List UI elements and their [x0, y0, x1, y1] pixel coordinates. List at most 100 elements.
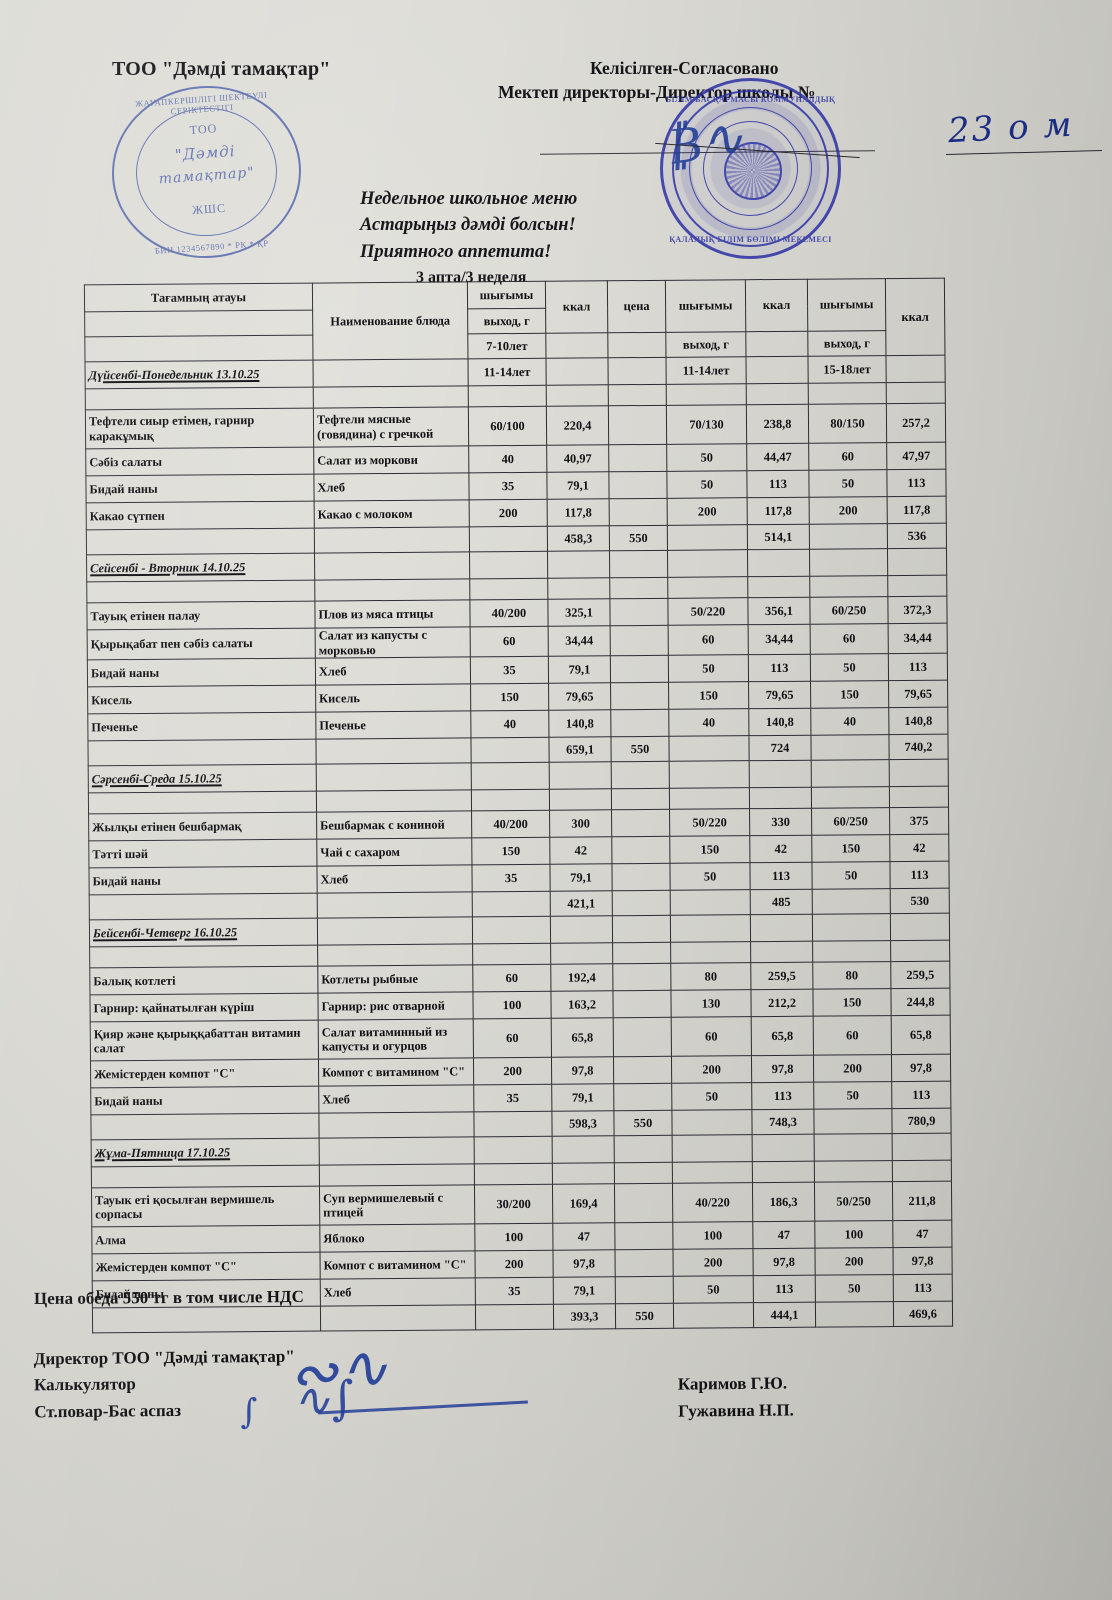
dish-yield-15-18: 80/150: [808, 403, 887, 444]
spacer-cell: [889, 786, 949, 808]
dish-yield-7-10: 100: [472, 991, 552, 1020]
total-yield-15-18: [812, 888, 891, 915]
dish-yield-11-14: 150: [668, 681, 749, 710]
dish-kcal-7-10: 40,97: [546, 444, 609, 473]
dish-kcal-7-10: 34,44: [548, 625, 611, 657]
dish-yield-7-10: 40: [468, 445, 547, 473]
role-director: Директор ТОО "Дәмді тамақтар": [33, 1346, 295, 1369]
spacer-cell: [550, 943, 613, 965]
day-label: Дүйсенбі-Понедельник 13.10.25: [85, 360, 314, 389]
dish-name-ru: Хлеб: [318, 1085, 474, 1114]
dish-name-kk: Жылқы етінен бешбармақ: [88, 812, 317, 842]
dish-yield-7-10: 100: [474, 1223, 553, 1252]
dish-kcal-11-14: 238,8: [746, 404, 809, 444]
day-kcal-2: [745, 356, 809, 384]
menu-table-wrapper: Тағамның атауы Наименование блюда шығымы кк…: [84, 278, 953, 1334]
day-kcal-2: [747, 549, 810, 577]
dish-name-ru: Хлеб: [316, 865, 473, 894]
dish-yield-15-18: 60/250: [809, 596, 889, 625]
dish-name-kk: Қияр және қырыққабаттан витамин салат: [90, 1020, 319, 1062]
spacer-cell: [886, 382, 946, 404]
total-kcal-7-10: 393,3: [553, 1304, 616, 1330]
spacer-cell: [91, 1165, 320, 1189]
dish-yield-11-14: 60: [668, 624, 749, 656]
dish-kcal-11-14: 117,8: [747, 497, 810, 525]
total-kcal-7-10: 458,3: [547, 525, 610, 552]
dish-name-ru: Тефтели мясные (говядина) с гречкой: [313, 406, 469, 448]
dish-price: [615, 1276, 674, 1305]
dish-yield-15-18: 50: [813, 1081, 892, 1110]
dish-price: [614, 1183, 673, 1224]
dish-yield-7-10: 30/200: [474, 1184, 553, 1225]
total-kcal-11-14: 748,3: [751, 1109, 815, 1135]
company-stamp-inner-ring: [131, 103, 282, 241]
day-kcal-3: [890, 913, 950, 941]
dish-kcal-7-10: 97,8: [551, 1057, 614, 1085]
col-header-price: цена: [607, 280, 666, 333]
dish-yield-11-14: 130: [670, 989, 752, 1018]
dish-name-ru: Салат витаминный из капусты и огурцов: [318, 1019, 474, 1060]
total-label-spacer: [89, 893, 318, 921]
school-stamp-ring-2: [672, 90, 829, 247]
total-kcal-15-18: 740,2: [888, 734, 949, 760]
day-label: Сейсенбі - Вторник 14.10.25: [86, 553, 315, 582]
dish-yield-15-18: 150: [810, 680, 889, 709]
dish-yield-7-10: 35: [471, 864, 551, 893]
day-label-ru: [317, 917, 473, 946]
day-yield-2: [667, 549, 748, 578]
title-line-1: Недельное школьное меню: [360, 189, 578, 209]
dish-yield-11-14: 50: [666, 470, 748, 499]
dish-yield-11-14: 40: [668, 708, 749, 737]
dish-name-ru: Яблоко: [319, 1224, 475, 1253]
dish-kcal-7-10: 140,8: [548, 710, 611, 738]
dish-price: [608, 471, 668, 499]
dish-price: [608, 444, 667, 472]
col-header-kcal-1: ккал: [545, 280, 608, 334]
company-name: ТОО "Дәмді тамақтар": [112, 58, 331, 80]
day-kcal-1: [545, 357, 609, 386]
dish-yield-11-14: 50: [673, 1275, 754, 1304]
dish-yield-15-18: 50: [808, 469, 888, 498]
menu-table: Тағамның атауы Наименование блюда шығымы кк…: [84, 278, 953, 1334]
dish-price: [608, 405, 667, 445]
spacer-cell: [471, 789, 550, 812]
col-header-age-1: 7-10лет: [467, 333, 546, 359]
dish-kcal-11-14: 330: [749, 808, 812, 836]
spacer-cell: [611, 788, 670, 811]
role-chef: Ст.повар-Бас аспаз: [34, 1400, 182, 1422]
total-kcal-11-14: 514,1: [747, 524, 810, 550]
dish-kcal-11-14: 113: [751, 1082, 814, 1110]
dish-kcal-7-10: 79,1: [549, 864, 613, 892]
dish-kcal-7-10: 79,1: [553, 1277, 616, 1305]
dish-kcal-15-18: 113: [891, 1081, 951, 1109]
name-karimov: Каримов Г.Ю.: [677, 1373, 788, 1394]
dish-yield-11-14: 50/220: [667, 597, 749, 626]
dish-kcal-11-14: 42: [749, 835, 812, 863]
total-kcal-15-18: 536: [887, 523, 947, 549]
day-yield-1: [469, 551, 548, 579]
dish-kcal-7-10: 42: [549, 837, 612, 865]
total-kcal-7-10: 598,3: [551, 1111, 615, 1137]
dish-name-kk: Жемістерден компот "С": [90, 1059, 319, 1089]
dish-yield-15-18: 60: [810, 623, 889, 655]
dish-kcal-15-18: 113: [893, 1274, 953, 1302]
dish-name-kk: Балық котлеті: [89, 966, 318, 996]
total-price: 550: [613, 1110, 673, 1137]
spacer-cell: [319, 1164, 475, 1187]
dish-price: [611, 809, 670, 838]
dish-yield-15-18: 200: [813, 1054, 892, 1083]
dish-yield-15-18: 60: [808, 442, 887, 471]
dish-name-ru: Плов из мяса птицы: [314, 599, 471, 629]
dish-kcal-7-10: 79,1: [548, 656, 611, 684]
col-header-name-ru: Наименование блюда: [312, 281, 468, 361]
dish-yield-7-10: 150: [471, 837, 550, 866]
dish-yield-15-18: 60/250: [811, 807, 890, 836]
header-spacer-price: [607, 332, 666, 358]
company-stamp-line-3: тамақтар": [158, 164, 256, 188]
dish-yield-11-14: 70/130: [666, 404, 747, 445]
company-stamp-arc-bottom: БИН 1234567890 * РК * ҚР: [154, 237, 269, 256]
dish-name-kk: Гарнир: қайнатылған күріш: [89, 993, 319, 1023]
dish-price: [614, 1222, 673, 1251]
dish-yield-11-14: 200: [671, 1055, 752, 1084]
